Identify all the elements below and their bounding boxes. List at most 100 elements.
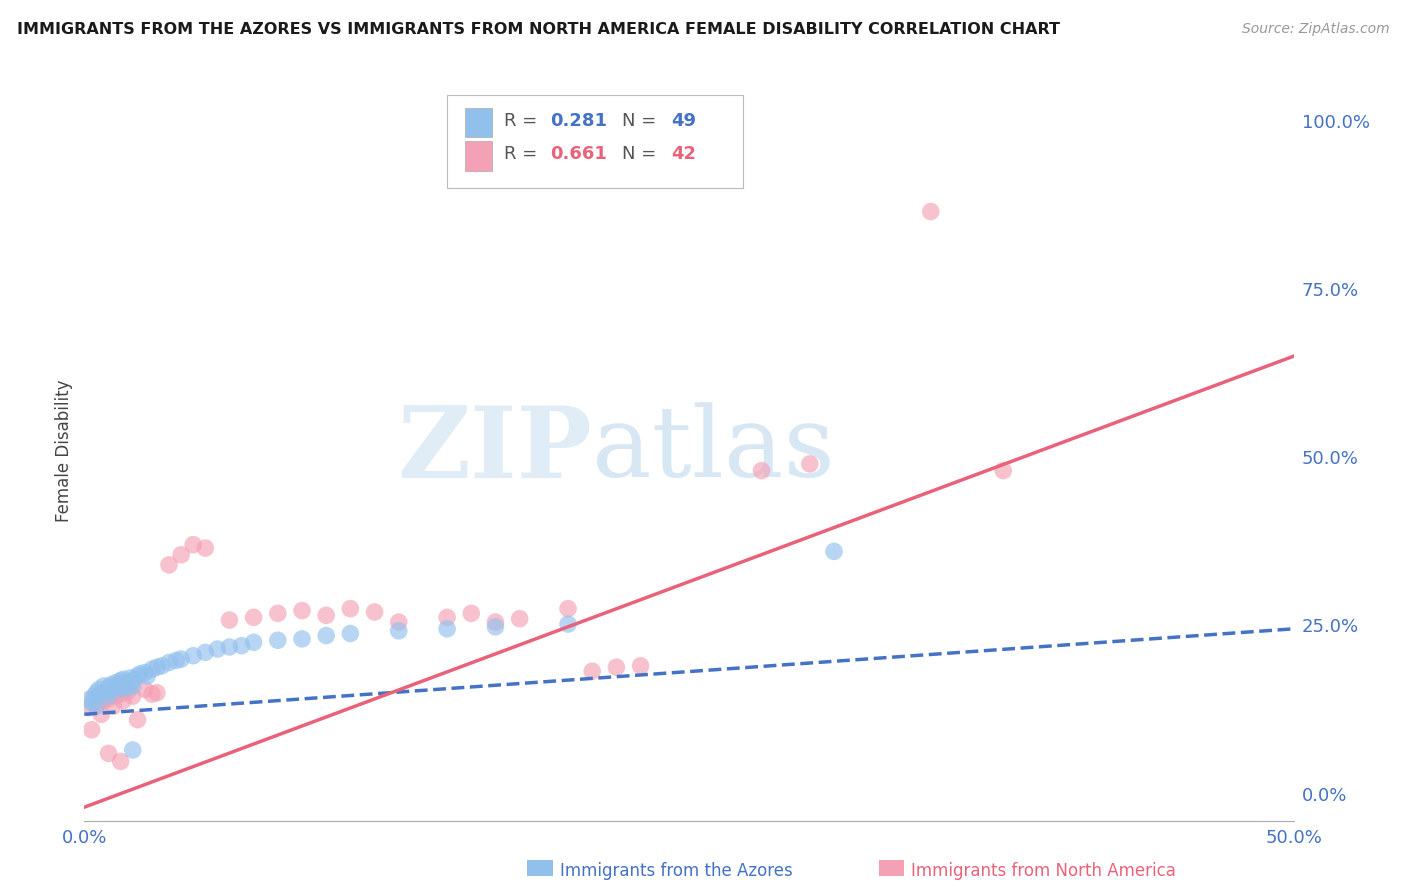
Point xyxy=(181,648,204,663)
Point xyxy=(194,645,217,659)
Point xyxy=(242,610,264,624)
Point xyxy=(436,610,458,624)
Point xyxy=(194,541,217,555)
Point xyxy=(267,607,290,621)
Point xyxy=(165,653,187,667)
Point xyxy=(605,660,627,674)
Point xyxy=(141,662,163,676)
Point xyxy=(146,660,169,674)
Point xyxy=(93,694,115,708)
Point xyxy=(110,687,132,701)
Point xyxy=(557,617,579,632)
FancyBboxPatch shape xyxy=(465,141,492,170)
Point xyxy=(110,673,132,688)
Point xyxy=(242,635,264,649)
Point xyxy=(103,699,125,714)
Point xyxy=(112,673,135,687)
Point xyxy=(80,696,103,710)
Point xyxy=(146,686,169,700)
Text: Source: ZipAtlas.com: Source: ZipAtlas.com xyxy=(1241,22,1389,37)
Point xyxy=(97,689,120,703)
Point xyxy=(823,544,845,558)
Text: 0.661: 0.661 xyxy=(550,145,607,163)
FancyBboxPatch shape xyxy=(465,108,492,137)
Point xyxy=(993,464,1015,478)
Point xyxy=(127,669,149,683)
Point xyxy=(315,608,337,623)
Point xyxy=(170,548,193,562)
Point xyxy=(97,747,120,761)
Point xyxy=(77,692,100,706)
Text: 49: 49 xyxy=(671,112,696,130)
Point xyxy=(150,658,173,673)
Point xyxy=(509,612,531,626)
Point xyxy=(114,675,136,690)
Text: R =: R = xyxy=(503,145,543,163)
Y-axis label: Female Disability: Female Disability xyxy=(55,379,73,522)
Text: R =: R = xyxy=(503,112,543,130)
Point xyxy=(90,687,112,701)
Point xyxy=(121,673,143,688)
Point xyxy=(93,679,115,693)
Text: N =: N = xyxy=(623,112,662,130)
Point xyxy=(557,601,579,615)
Point xyxy=(97,691,120,706)
Point xyxy=(104,689,127,703)
Text: IMMIGRANTS FROM THE AZORES VS IMMIGRANTS FROM NORTH AMERICA FEMALE DISABILITY CO: IMMIGRANTS FROM THE AZORES VS IMMIGRANTS… xyxy=(17,22,1060,37)
Point xyxy=(291,604,314,618)
Text: 0.281: 0.281 xyxy=(550,112,607,130)
Point xyxy=(339,626,361,640)
Text: Immigrants from North America: Immigrants from North America xyxy=(911,862,1175,880)
Point xyxy=(83,689,105,703)
Point xyxy=(97,681,120,695)
Point xyxy=(120,671,142,685)
Point xyxy=(103,682,125,697)
Point xyxy=(107,679,129,693)
Point xyxy=(104,675,127,690)
Point xyxy=(121,743,143,757)
Point xyxy=(291,632,314,646)
Point xyxy=(581,664,603,678)
Point xyxy=(388,624,411,638)
Point xyxy=(388,615,411,629)
Point xyxy=(751,464,773,478)
Point xyxy=(86,699,108,714)
Point xyxy=(121,689,143,703)
Point xyxy=(315,629,337,643)
Point xyxy=(207,642,229,657)
Text: atlas: atlas xyxy=(592,402,835,499)
Point xyxy=(460,607,482,621)
Point xyxy=(436,622,458,636)
Point xyxy=(129,667,152,681)
Point xyxy=(231,639,253,653)
Point xyxy=(134,665,156,680)
Point xyxy=(339,601,361,615)
Point xyxy=(920,204,942,219)
Point xyxy=(630,658,652,673)
Point xyxy=(112,694,135,708)
Point xyxy=(86,686,108,700)
Point xyxy=(267,633,290,648)
Text: ZIP: ZIP xyxy=(398,402,592,499)
Point xyxy=(117,681,139,695)
Point xyxy=(141,687,163,701)
Text: Immigrants from the Azores: Immigrants from the Azores xyxy=(560,862,793,880)
Text: 42: 42 xyxy=(671,145,696,163)
Point xyxy=(170,652,193,666)
Point xyxy=(157,656,180,670)
Point xyxy=(80,723,103,737)
Point xyxy=(484,620,506,634)
Text: N =: N = xyxy=(623,145,662,163)
Point xyxy=(484,615,506,629)
Point xyxy=(127,713,149,727)
Point xyxy=(363,605,385,619)
Point xyxy=(181,538,204,552)
Point xyxy=(134,682,156,697)
Point xyxy=(86,698,108,712)
Point xyxy=(110,755,132,769)
Point xyxy=(87,682,110,697)
Point xyxy=(110,682,132,697)
Point xyxy=(218,613,240,627)
Point xyxy=(100,678,122,692)
Point xyxy=(117,684,139,698)
